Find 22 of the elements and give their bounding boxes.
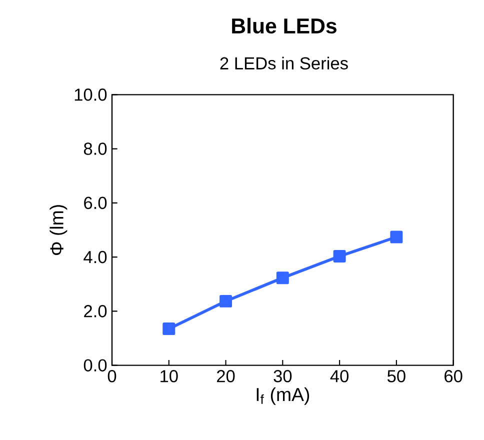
point	[333, 250, 346, 262]
y-tick-label: 4.0	[84, 250, 107, 264]
x-tick-label: 0	[108, 370, 116, 382]
x-tick-label: 60	[444, 370, 462, 382]
x-tick-label: 20	[217, 370, 235, 382]
point	[276, 272, 289, 284]
point	[220, 294, 232, 308]
chart-subtitle: 2 LEDs in Series	[220, 56, 348, 70]
y-tick-label: 10.0	[74, 88, 107, 101]
y-tick-label: 6.0	[84, 196, 107, 210]
x-tick-label: 50	[387, 370, 406, 382]
y-tick-label: 8.0	[84, 142, 107, 155]
y-tick-label: 0.0	[84, 359, 107, 372]
y-axis-title: Φ (lm)	[50, 205, 68, 256]
y-tick-label: 2.0	[84, 305, 107, 318]
point	[162, 322, 176, 336]
x-tick-label: 30	[274, 370, 292, 382]
x-tick-label: 40	[330, 370, 349, 382]
point	[390, 230, 403, 244]
chart-title: Blue LEDs	[232, 18, 336, 34]
x-tick-label: 10	[160, 370, 178, 382]
x-axis-title: I$_{f}$ (mA)	[256, 387, 310, 405]
